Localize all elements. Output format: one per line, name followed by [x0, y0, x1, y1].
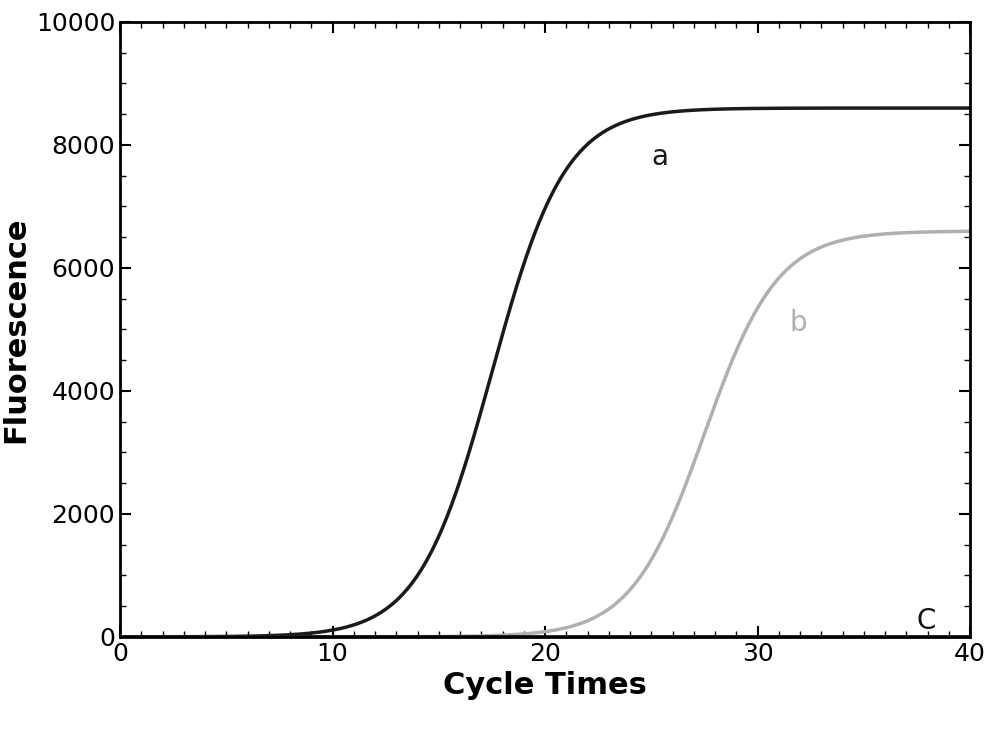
- X-axis label: Cycle Times: Cycle Times: [443, 671, 647, 701]
- Text: a: a: [651, 143, 668, 171]
- Text: C: C: [917, 607, 936, 635]
- Y-axis label: Fluorescence: Fluorescence: [1, 216, 30, 443]
- Text: b: b: [789, 309, 807, 337]
